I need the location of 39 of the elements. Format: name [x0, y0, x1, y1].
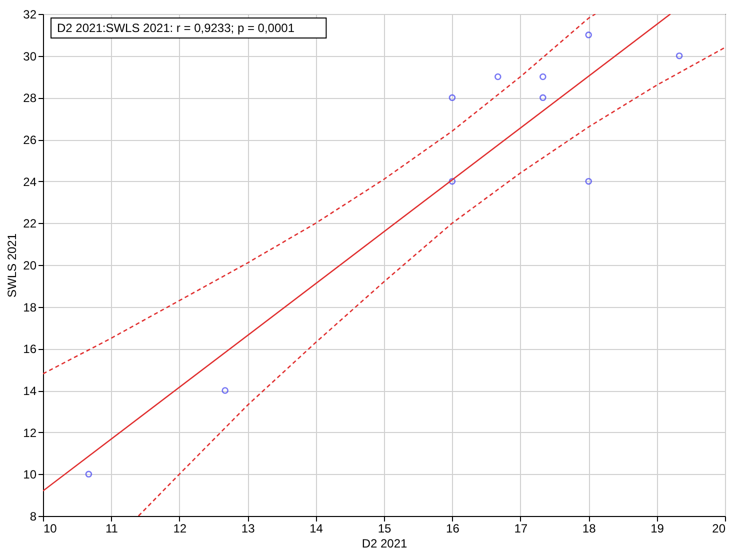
x-tick-label: 17: [514, 522, 528, 536]
y-axis-title: SWLS 2021: [5, 233, 20, 298]
point: [494, 73, 502, 80]
line-series: [43, 14, 596, 374]
y-tick-label: 12: [23, 426, 37, 440]
y-tick-label: 14: [23, 384, 37, 398]
point: [448, 94, 456, 102]
point: [676, 52, 683, 60]
y-tick-label: 10: [23, 468, 37, 482]
point: [585, 178, 592, 185]
x-tick-label: 19: [650, 522, 664, 536]
x-tick-label: 20: [712, 522, 726, 536]
point: [540, 73, 546, 80]
x-tick-label: 15: [378, 522, 392, 536]
y-tick-label: 28: [23, 91, 37, 106]
line-series: [138, 46, 725, 516]
y-tick-label: 22: [23, 216, 37, 231]
point: [85, 470, 92, 478]
x-tick-label: 11: [105, 522, 118, 536]
x-tick-label: 13: [241, 522, 256, 536]
point: [585, 32, 592, 38]
x-tick-label: 10: [44, 522, 58, 536]
x-tick-label: 12: [173, 522, 187, 536]
y-tick-label: 18: [23, 300, 37, 314]
y-tick-label: 24: [23, 174, 37, 189]
x-tick-label: 14: [310, 522, 324, 536]
x-tick-label: 18: [582, 522, 596, 536]
point: [540, 94, 546, 102]
x-tick-label: 16: [446, 522, 460, 536]
x-axis-title: D2 2021: [362, 536, 408, 550]
y-tick-label: 16: [23, 342, 37, 356]
point: [448, 178, 456, 185]
y-tick-label: 26: [23, 133, 37, 147]
y-tick-label: 32: [23, 8, 37, 22]
point: [222, 387, 228, 394]
y-tick-label: 20: [23, 258, 37, 272]
y-tick-label: 30: [23, 49, 37, 64]
y-tick-label: 8: [30, 510, 37, 524]
annotation: D2 2021:SWLS 2021: r = 0,9233; p = 0,0001: [57, 21, 295, 35]
